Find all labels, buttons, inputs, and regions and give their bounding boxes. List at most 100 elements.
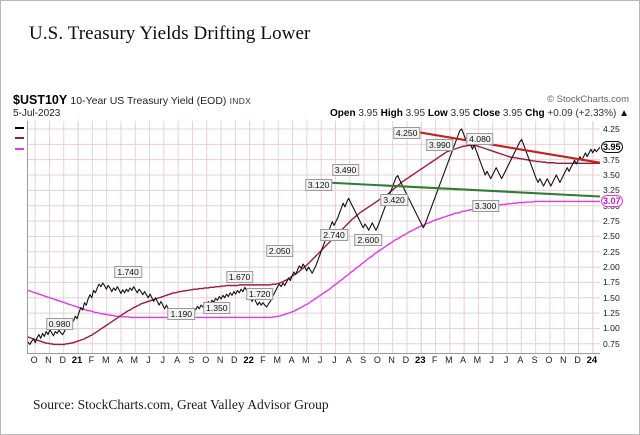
stock-chart: $UST10Y 10-Year US Treasury Yield (EOD) … (9, 93, 633, 389)
x-axis-month-label: M (101, 355, 110, 365)
x-axis-month-label: A (174, 355, 181, 365)
price-callout: 3.490 (331, 163, 360, 176)
trendline (401, 128, 600, 164)
series-line (28, 200, 600, 319)
x-axis-month-label: A (116, 355, 124, 365)
y-axis-tick: 3.25 (603, 185, 620, 196)
y-axis-tick: 2.00 (603, 262, 620, 273)
trendline (310, 180, 600, 198)
x-axis-month-label: O (202, 355, 210, 365)
x-axis-month-label: A (460, 355, 467, 365)
y-axis-tick: 3.75 (603, 154, 620, 165)
price-callout: 1.350 (203, 301, 231, 314)
price-callout: 1.740 (114, 266, 142, 278)
price-callout: 3.420 (380, 194, 408, 207)
chart-date: 5-Jul-2023 (13, 108, 61, 119)
low-value: 3.95 (450, 108, 471, 119)
plot-canvas (28, 121, 600, 353)
price-callout: 4.250 (392, 127, 421, 140)
x-axis-month-label: J (317, 355, 323, 365)
x-axis-month-label: D (231, 355, 238, 365)
price-callout: 1.190 (167, 307, 196, 320)
price-callout: 3.300 (471, 199, 500, 212)
y-axis-tick: 4.25 (603, 124, 620, 134)
x-axis-month-label: S (531, 355, 538, 365)
price-callout: 4.080 (466, 133, 494, 146)
x-axis-month-label: M (130, 355, 139, 365)
x-axis-month-label: M (473, 355, 482, 365)
x-axis-month-label: N (388, 355, 395, 365)
chg-up-arrow-icon: ▲ (619, 108, 629, 119)
series-line (28, 144, 600, 346)
price-callout: 1.720 (245, 287, 274, 300)
x-axis-year-label: 21 (71, 355, 83, 366)
source-caption: Source: StockCharts.com, Great Valley Ad… (33, 397, 329, 412)
chart-symbol-line: $UST10Y 10-Year US Treasury Yield (EOD) … (13, 93, 251, 107)
x-axis-month-label: M (302, 355, 310, 365)
x-axis-month-label: F (431, 355, 438, 365)
price-callout: 3.120 (304, 179, 333, 192)
x-axis-year-label: 24 (586, 355, 598, 366)
x-axis-month-label: A (288, 355, 295, 365)
x-axis-month-label: M (273, 355, 282, 365)
x-axis-month-label: F (88, 355, 95, 365)
close-label: Close (472, 108, 501, 119)
x-axis-month-label: N (560, 355, 567, 365)
x-axis-month-label: O (30, 355, 38, 365)
legend-line-icon-ma400 (15, 147, 24, 150)
plot-area: 0.980 1.740 1.190 1.670 1.350 1.720 2.050 2.740… (27, 121, 600, 354)
y-axis-tick: 3.50 (603, 170, 620, 180)
series-line (28, 128, 600, 345)
y-axis: 4.254.003.753.503.253.002.752.502.252.00… (601, 121, 633, 355)
x-axis-year-label: 23 (415, 355, 426, 366)
legend-line-icon-price (15, 126, 24, 129)
price-callout: 2.050 (265, 245, 294, 258)
chg-label: Chg (525, 108, 545, 119)
ma400-box: 3.07 (601, 195, 623, 208)
chart-instrument-type: INDX (229, 96, 252, 106)
x-axis-month-label: O (373, 355, 381, 365)
price-callout: 1.670 (225, 270, 254, 283)
x-axis-month-label: S (188, 355, 195, 365)
x-axis-month-label: J (160, 355, 166, 365)
price-callout: 0.980 (45, 317, 74, 330)
quote-bar: Open 3.95 High 3.95 Low 3.95 Close 3.95 … (330, 108, 629, 119)
page-title: U.S. Treasury Yields Drifting Lower (29, 23, 311, 44)
open-value: 3.95 (358, 108, 378, 119)
chg-value: +0.09 (+2.33%) (547, 108, 617, 119)
stockcharts-brand: © StockCharts.com (547, 94, 629, 105)
x-axis-month-label: D (402, 355, 410, 365)
x-axis-month-label: F (260, 355, 266, 365)
x-axis-month-label: J (332, 355, 337, 365)
y-axis-tick: 2.50 (603, 231, 620, 242)
x-axis-month-label: J (489, 355, 495, 365)
chart-ticker: $UST10Y (13, 93, 68, 107)
x-axis-month-label: D (574, 355, 581, 365)
y-axis-tick: 1.75 (603, 277, 620, 288)
price-callout: 2.740 (320, 229, 348, 242)
y-axis-tick: 1.50 (603, 292, 620, 303)
x-axis-month-label: J (503, 355, 509, 365)
low-label: Low (427, 108, 448, 119)
x-axis-month-label: A (517, 355, 524, 365)
high-label: High (380, 108, 403, 119)
y-axis-tick: 0.75 (603, 338, 620, 349)
y-axis-tick: 2.75 (603, 216, 620, 226)
x-axis-month-label: S (360, 355, 367, 365)
x-axis: O N D 21 F M A M J J A S O N D 22 F M A M J J A S O N D 23 F M A M J J A S O… (27, 355, 601, 369)
price-callout: 3.990 (426, 138, 454, 151)
y-axis-tick: 2.25 (603, 246, 620, 257)
last-price-box: 3.95 (601, 141, 623, 154)
x-axis-month-label: D (59, 355, 67, 365)
price-callout: 2.600 (354, 234, 383, 247)
y-axis-tick: 1.00 (603, 323, 620, 334)
chart-description: 10-Year US Treasury Yield (EOD) (70, 95, 227, 107)
x-axis-month-label: N (45, 355, 52, 365)
x-axis-month-label: A (345, 355, 352, 365)
x-axis-month-label: O (545, 355, 553, 365)
close-value: 3.95 (502, 108, 523, 119)
x-axis-year-label: 22 (243, 355, 254, 366)
x-axis-month-label: J (146, 355, 151, 365)
open-label: Open (330, 108, 356, 119)
